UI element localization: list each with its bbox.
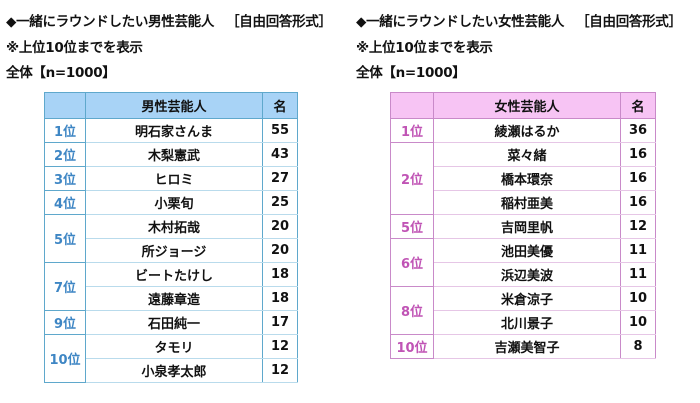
name-cell: 稲村亜美 [433, 190, 621, 215]
name-cell: 北川景子 [433, 310, 621, 335]
count-cell: 10 [620, 310, 656, 335]
female-ranking-table: 女性芸能人 名 1位 綾瀬はるか 36 2位 菜々緒 16 橋本環奈 16 稲村… [390, 92, 656, 359]
table-row: 6位 池田美優 11 [390, 238, 656, 287]
count-cell: 18 [262, 286, 298, 311]
table-row: 9位 石田純一 17 [44, 310, 298, 335]
name-cell: 橋本環奈 [433, 166, 621, 191]
male-note: ※上位10位までを表示 [6, 40, 143, 56]
rank-cell: 4位 [44, 190, 86, 215]
table-row: 1位 明石家さんま 55 [44, 118, 298, 143]
name-cell: 池田美優 [433, 238, 621, 263]
table-row: 8位 米倉涼子 10 [390, 286, 656, 335]
rank-cell: 8位 [390, 286, 434, 335]
count-cell: 43 [262, 142, 298, 167]
rank-cell: 5位 [390, 214, 434, 239]
table-row: 1位 綾瀬はるか 36 [390, 118, 656, 143]
name-cell: タモリ [85, 334, 263, 359]
table-row: 5位 木村拓哉 20 [44, 214, 298, 263]
name-cell: ヒロミ [85, 166, 263, 191]
rank-cell: 10位 [44, 334, 86, 383]
male-sample-size: 全体【n=1000】 [6, 65, 116, 81]
count-cell: 11 [620, 238, 656, 263]
header-rank [390, 92, 434, 119]
rank-cell: 5位 [44, 214, 86, 263]
table-row: 遠藤章造 18 [45, 286, 298, 311]
count-cell: 16 [620, 190, 656, 215]
female-format-label: ［自由回答形式］ [576, 14, 682, 30]
table-row: 10位 吉瀬美智子 8 [390, 334, 656, 359]
count-cell: 18 [262, 262, 298, 287]
male-format-label: ［自由回答形式］ [226, 14, 332, 30]
count-cell: 16 [620, 142, 656, 167]
name-cell: 米倉涼子 [433, 286, 621, 311]
count-cell: 16 [620, 166, 656, 191]
male-title: ◆一緒にラウンドしたい男性芸能人 ［自由回答形式］ [6, 10, 332, 30]
count-cell: 25 [262, 190, 298, 215]
table-row: 2位 木梨憲武 43 [44, 142, 298, 167]
name-cell: 小泉孝太郎 [85, 358, 263, 383]
table-row: 橋本環奈 16 [391, 166, 656, 191]
rank-cell: 9位 [44, 310, 86, 335]
name-cell: 綾瀬はるか [433, 118, 621, 143]
name-cell: 吉岡里帆 [433, 214, 621, 239]
header-count: 名 [262, 92, 298, 119]
male-title-text: ◆一緒にラウンドしたい男性芸能人 [6, 14, 215, 30]
count-cell: 55 [262, 118, 298, 143]
header-name: 男性芸能人 [85, 92, 263, 119]
name-cell: 吉瀬美智子 [433, 334, 621, 359]
name-cell: 小栗旬 [85, 190, 263, 215]
rank-cell: 10位 [390, 334, 434, 359]
count-cell: 12 [262, 334, 298, 359]
count-cell: 36 [620, 118, 656, 143]
count-cell: 27 [262, 166, 298, 191]
male-ranking-table: 男性芸能人 名 1位 明石家さんま 55 2位 木梨憲武 43 3位 ヒロミ 2… [44, 92, 298, 383]
table-header-row: 女性芸能人 名 [390, 92, 656, 119]
table-row: 10位 タモリ 12 [44, 334, 298, 383]
count-cell: 8 [620, 334, 656, 359]
count-cell: 12 [620, 214, 656, 239]
header-count: 名 [620, 92, 656, 119]
rank-cell: 2位 [390, 142, 434, 215]
female-title: ◆一緒にラウンドしたい女性芸能人 ［自由回答形式］ [356, 10, 682, 30]
table-row: 所ジョージ 20 [45, 238, 298, 263]
rank-cell: 7位 [44, 262, 86, 311]
female-title-text: ◆一緒にラウンドしたい女性芸能人 [356, 14, 565, 30]
name-cell: 木梨憲武 [85, 142, 263, 167]
table-row: 5位 吉岡里帆 12 [390, 214, 656, 239]
name-cell: ビートたけし [85, 262, 263, 287]
name-cell: 明石家さんま [85, 118, 263, 143]
count-cell: 20 [262, 238, 298, 263]
count-cell: 20 [262, 214, 298, 239]
female-note: ※上位10位までを表示 [356, 40, 493, 56]
table-header-row: 男性芸能人 名 [44, 92, 298, 119]
name-cell: 所ジョージ [85, 238, 263, 263]
count-cell: 10 [620, 286, 656, 311]
female-sample-size: 全体【n=1000】 [356, 65, 466, 81]
name-cell: 浜辺美波 [433, 262, 621, 287]
header-rank [44, 92, 86, 119]
name-cell: 遠藤章造 [85, 286, 263, 311]
rank-cell: 6位 [390, 238, 434, 287]
count-cell: 17 [262, 310, 298, 335]
table-row: 2位 菜々緒 16 [390, 142, 656, 215]
count-cell: 12 [262, 358, 298, 383]
rank-cell: 2位 [44, 142, 86, 167]
table-row: 3位 ヒロミ 27 [44, 166, 298, 191]
rank-cell: 1位 [390, 118, 434, 143]
name-cell: 石田純一 [85, 310, 263, 335]
name-cell: 木村拓哉 [85, 214, 263, 239]
rank-cell: 1位 [44, 118, 86, 143]
rank-cell: 3位 [44, 166, 86, 191]
header-name: 女性芸能人 [433, 92, 621, 119]
table-row: 小泉孝太郎 12 [45, 358, 298, 383]
name-cell: 菜々緒 [433, 142, 621, 167]
table-row: 7位 ビートたけし 18 [44, 262, 298, 311]
count-cell: 11 [620, 262, 656, 287]
table-row: 4位 小栗旬 25 [44, 190, 298, 215]
